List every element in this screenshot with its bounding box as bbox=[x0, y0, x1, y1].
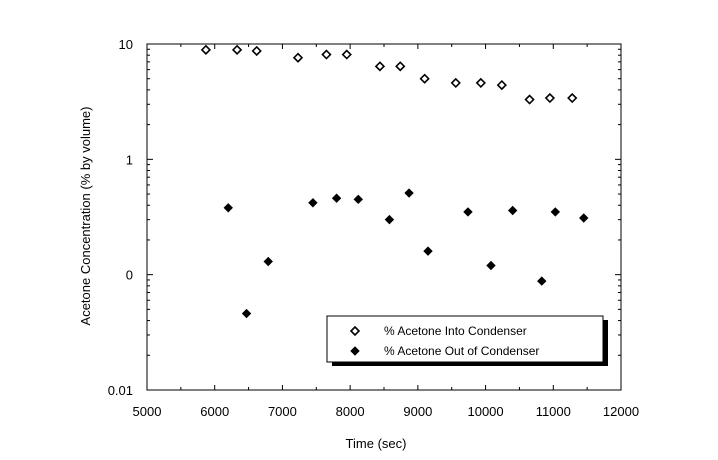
data-point bbox=[263, 256, 273, 267]
data-point bbox=[321, 49, 332, 60]
data-point bbox=[486, 260, 496, 271]
data-point bbox=[423, 246, 433, 256]
x-tick-label: 11000 bbox=[536, 404, 571, 419]
data-point bbox=[567, 92, 578, 104]
data-point bbox=[241, 308, 252, 319]
data-point bbox=[341, 49, 352, 60]
data-point bbox=[331, 193, 342, 203]
x-tick-label: 5000 bbox=[133, 404, 162, 419]
y-axis: 0.01 0 1 10 bbox=[108, 37, 621, 398]
x-tick-label: 6000 bbox=[200, 404, 229, 419]
data-point bbox=[579, 213, 589, 223]
x-axis-label: Time (sec) bbox=[346, 436, 407, 451]
data-point bbox=[496, 79, 507, 91]
y-tick-label: 1 bbox=[126, 152, 133, 167]
series-1 bbox=[200, 44, 578, 105]
data-point bbox=[292, 52, 304, 63]
x-tick-label: 12000 bbox=[603, 404, 639, 419]
x-tick-label: 10000 bbox=[467, 404, 503, 419]
legend: % Acetone Into Condenser % Acetone Out of… bbox=[326, 315, 608, 366]
data-point bbox=[200, 44, 212, 55]
data-point bbox=[223, 203, 233, 213]
data-point bbox=[537, 276, 547, 286]
x-tick-label: 7000 bbox=[268, 404, 297, 419]
x-axis: 5000 6000 7000 8000 9000 10000 11000 12000 bbox=[133, 44, 639, 419]
data-point bbox=[374, 61, 386, 72]
y-tick-label: 0 bbox=[126, 268, 133, 283]
legend-label: % Acetone Out of Condenser bbox=[384, 344, 539, 358]
legend-marker bbox=[349, 325, 361, 337]
data-point bbox=[544, 92, 556, 104]
data-point bbox=[353, 194, 363, 205]
y-tick-label: 10 bbox=[119, 37, 133, 52]
data-point bbox=[308, 198, 318, 208]
x-tick-label: 8000 bbox=[336, 404, 365, 419]
x-tick-label: 9000 bbox=[403, 404, 432, 419]
data-point bbox=[231, 44, 243, 55]
legend-box bbox=[326, 315, 604, 363]
data-point bbox=[395, 61, 406, 72]
data-point bbox=[450, 77, 461, 89]
series-layer bbox=[200, 44, 589, 319]
y-axis-label: Acetone Concentration (% by volume) bbox=[78, 107, 93, 326]
data-point bbox=[550, 207, 561, 217]
data-point bbox=[419, 73, 430, 84]
data-point bbox=[404, 188, 414, 198]
data-point bbox=[384, 214, 395, 225]
data-point bbox=[251, 45, 262, 57]
data-point bbox=[524, 94, 535, 105]
data-point bbox=[475, 77, 486, 89]
legend-marker bbox=[350, 346, 360, 356]
data-point bbox=[507, 205, 518, 216]
legend-label: % Acetone Into Condenser bbox=[384, 324, 527, 338]
data-point bbox=[463, 207, 473, 217]
series-2 bbox=[223, 188, 589, 319]
y-tick-label: 0.01 bbox=[108, 383, 133, 398]
